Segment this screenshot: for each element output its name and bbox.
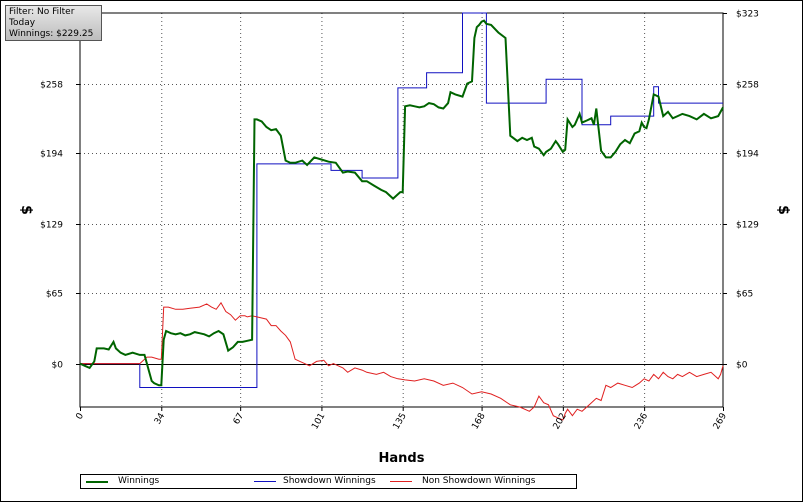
chart-legend: Winnings Showdown Winnings Non Showdown … (80, 474, 577, 489)
y-tick-label-left: $194 (40, 150, 63, 160)
legend-swatch-non-showdown (390, 481, 412, 482)
series-layer (79, 12, 724, 421)
y-tick-label-right: $258 (736, 81, 759, 91)
y-tick-label-left: $65 (46, 290, 63, 300)
filter-info-box: Filter: No Filter Today Winnings: $229.2… (5, 5, 102, 41)
x-tick-label: 67 (232, 412, 246, 427)
y-tick-label-right: $323 (736, 10, 759, 20)
filter-label: Filter: No Filter (9, 7, 75, 17)
legend-label-non-showdown: Non Showdown Winnings (422, 476, 536, 486)
y-tick-label-right: $194 (736, 150, 759, 160)
y-tick-label-left: $129 (40, 221, 63, 231)
x-tick-label: 34 (153, 411, 168, 426)
x-tick-label: 135 (392, 412, 409, 432)
x-tick-label: 0 (75, 411, 87, 421)
y-tick-label-left: $258 (40, 81, 63, 91)
y-tick-label-right: $0 (736, 361, 748, 371)
axes-layer (76, 12, 727, 411)
y-axis-title-left: $ (18, 205, 34, 215)
legend-swatch-showdown (254, 481, 276, 482)
plot-border (79, 12, 724, 408)
date-range-label: Today (9, 18, 36, 28)
x-tick-label: 101 (310, 412, 327, 432)
non-showdown-winnings-line (80, 301, 724, 421)
legend-swatch-winnings (86, 481, 108, 483)
x-tick-label: 168 (470, 411, 487, 431)
x-tick-label: 236 (633, 411, 650, 431)
x-axis-title: Hands (379, 451, 425, 466)
grid-layer (80, 13, 723, 407)
x-tick-label: 202 (552, 412, 569, 432)
y-tick-label-right: $65 (736, 290, 753, 300)
y-axis-title-right: $ (775, 205, 791, 215)
winnings-total-label: Winnings: $229.25 (9, 29, 94, 39)
legend-label-winnings: Winnings (118, 476, 160, 486)
x-tick-label: 269 (712, 411, 729, 431)
showdown-winnings-line (80, 12, 723, 388)
winnings-line (79, 19, 724, 387)
labels-layer: 0 34 67 101 135 168 202 236 269 $0 $0 $65 $65 $129 $12… (18, 10, 791, 467)
legend-label-showdown: Showdown Winnings (283, 476, 376, 486)
y-tick-label-left: $0 (52, 361, 64, 371)
y-tick-label-right: $129 (736, 221, 759, 231)
